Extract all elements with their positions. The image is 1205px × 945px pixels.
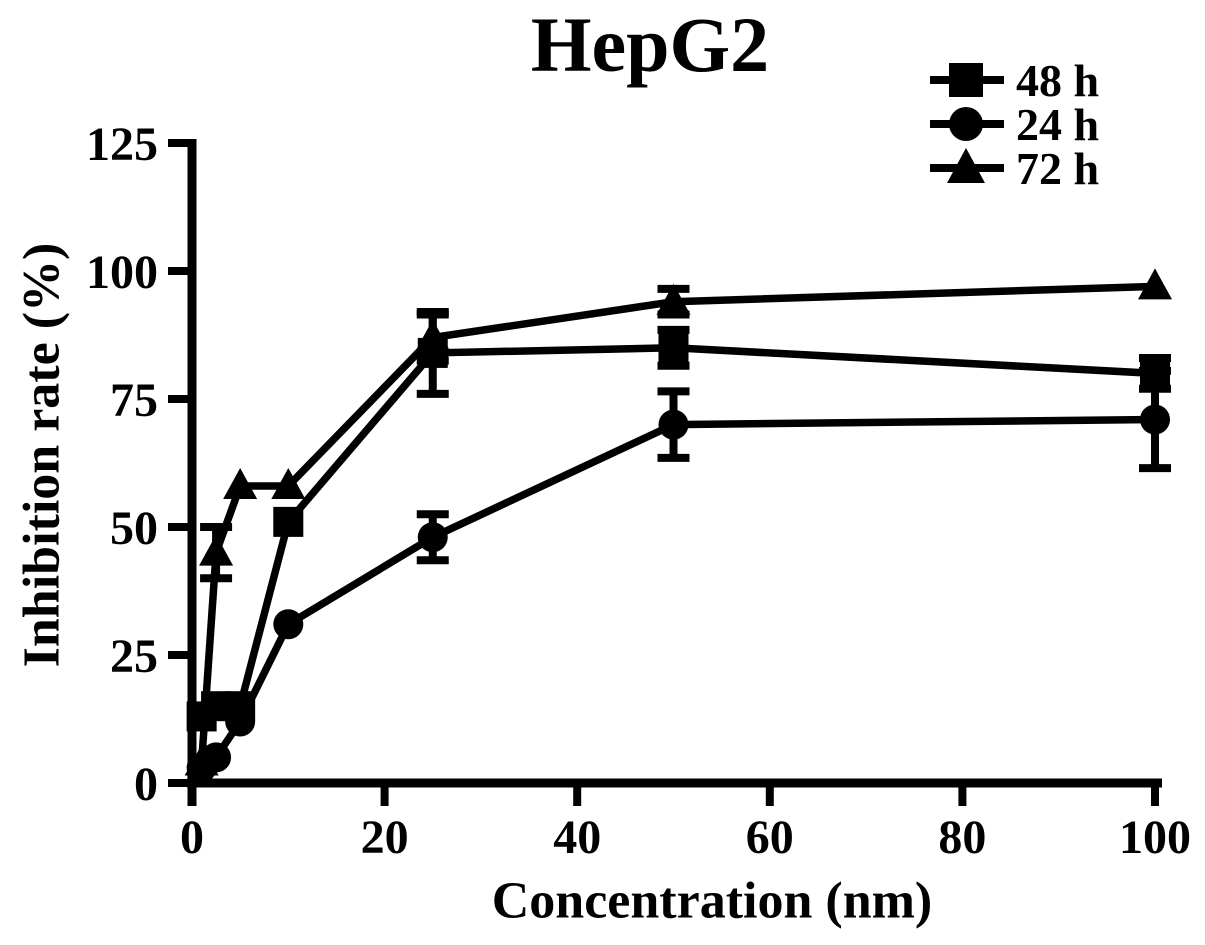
- y-tick-label: 25: [110, 630, 158, 683]
- series-line-24-h: [199, 415, 1156, 771]
- data-point-24-h: [273, 609, 304, 640]
- legend-triangle-icon: [947, 148, 985, 183]
- data-point-24-h: [658, 409, 689, 440]
- data-point-72-h: [199, 534, 234, 566]
- x-tick-label: 60: [746, 811, 794, 864]
- data-point-48-h: [1140, 358, 1170, 389]
- data-point-72-h: [656, 283, 691, 315]
- chart-title: HepG2: [530, 1, 770, 88]
- y-tick-label: 75: [110, 374, 158, 427]
- y-tick-label: 125: [86, 118, 158, 171]
- y-tick-label: 50: [110, 502, 158, 555]
- series-line-48-h: [199, 344, 1156, 720]
- y-tick-label: 0: [134, 758, 158, 811]
- data-point-24-h: [417, 522, 448, 553]
- x-tick-label: 80: [938, 811, 986, 864]
- data-point-72-h: [184, 744, 219, 776]
- data-point-72-h: [415, 319, 450, 351]
- x-tick-label: 20: [361, 811, 409, 864]
- legend-circle-icon: [949, 107, 983, 141]
- data-point-24-h: [1140, 404, 1170, 435]
- legend-square-icon: [949, 63, 983, 97]
- legend-label-72-h: 72 h: [1016, 143, 1099, 194]
- legend-label-48-h: 48 h: [1016, 55, 1099, 106]
- data-point-72-h: [223, 468, 258, 500]
- data-point-48-h: [273, 506, 304, 537]
- y-tick-label: 100: [86, 246, 158, 299]
- x-tick-label: 0: [180, 811, 204, 864]
- x-tick-label: 40: [553, 811, 601, 864]
- x-axis-label: Concentration (nm): [491, 872, 933, 930]
- data-point-48-h: [225, 691, 256, 722]
- data-point-72-h: [271, 468, 306, 500]
- data-point-72-h: [1138, 268, 1172, 300]
- legend-label-24-h: 24 h: [1016, 99, 1099, 150]
- x-tick-label: 100: [1119, 811, 1191, 864]
- data-point-48-h: [658, 332, 689, 363]
- y-axis-label: Inhibition rate (%): [13, 242, 71, 668]
